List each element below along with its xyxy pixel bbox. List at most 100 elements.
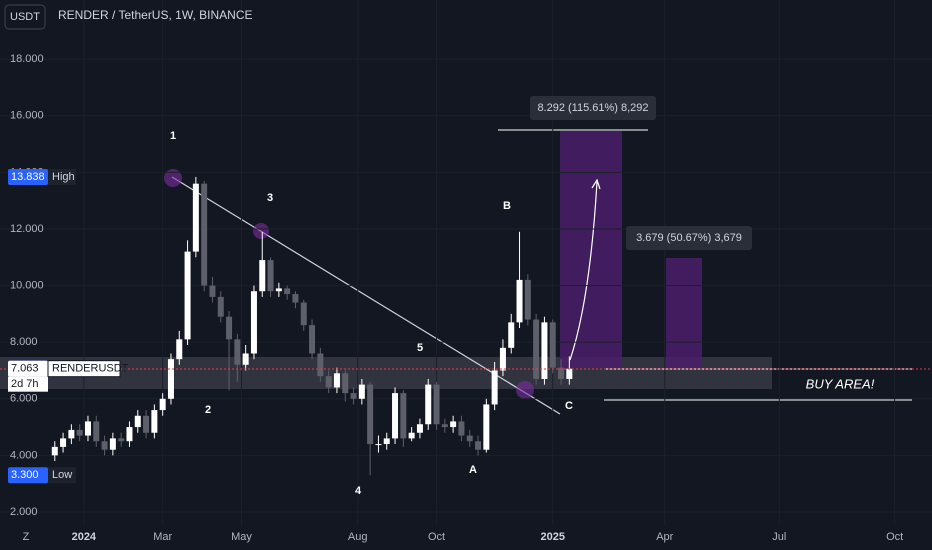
candle-body — [118, 438, 125, 442]
x-tick-label: Jul — [772, 531, 786, 543]
candle-body — [433, 384, 440, 425]
candle-body — [275, 288, 282, 292]
target-box-2 — [666, 258, 702, 367]
candle-body — [516, 279, 523, 323]
price-marker-box — [8, 360, 48, 377]
candle-body — [441, 424, 448, 428]
candle-body — [76, 429, 83, 436]
candle-body — [466, 435, 473, 442]
wave-label: 2 — [205, 404, 211, 416]
pivot-circle — [253, 223, 269, 239]
candle-body — [109, 438, 116, 450]
wave-label: B — [503, 200, 511, 212]
candle-body — [126, 427, 133, 442]
candle-body — [143, 415, 150, 433]
candle-body — [101, 441, 108, 450]
candle-body — [60, 438, 67, 447]
candle-body — [317, 353, 324, 377]
price-marker-value: 7.063 — [11, 363, 39, 375]
pivot-circle — [164, 169, 182, 187]
candle-body — [217, 296, 224, 317]
candle-body — [325, 376, 332, 388]
candle-body — [416, 424, 423, 433]
buy-area-label: BUY AREA! — [806, 376, 875, 391]
candle-body — [425, 384, 432, 425]
y-tick-label: 6.000 — [10, 393, 38, 405]
buy-zone — [0, 357, 772, 389]
candle-body — [483, 404, 490, 450]
candle-body — [176, 339, 183, 360]
candle-body — [250, 291, 257, 354]
currency-button[interactable] — [4, 4, 46, 30]
measure-box — [530, 96, 656, 120]
candle-body — [259, 260, 266, 292]
candle-body — [375, 444, 382, 446]
x-tick-label: 2024 — [72, 531, 97, 543]
price-marker-value: 13.838 — [11, 171, 45, 183]
axis-button[interactable]: Z — [23, 531, 30, 543]
currency-button-label[interactable]: USDT — [10, 11, 40, 23]
candle-body — [234, 339, 241, 365]
price-marker-value: 3.300 — [11, 469, 39, 481]
y-tick-label: 10.000 — [10, 279, 44, 291]
candle-body — [167, 359, 174, 399]
wave-label: A — [469, 464, 477, 476]
x-tick-label: 2025 — [540, 531, 564, 543]
candle-body — [192, 183, 199, 252]
candle-body — [383, 438, 390, 445]
candle-body — [292, 294, 299, 303]
x-tick-label: Oct — [428, 531, 445, 543]
candle-body — [558, 367, 565, 379]
price-marker-box — [8, 467, 48, 484]
candle-body — [524, 279, 531, 320]
candle-body — [342, 373, 349, 394]
x-tick-label: Mar — [153, 531, 172, 543]
candle-body — [475, 441, 482, 450]
candle-body — [84, 421, 91, 436]
chart-title: RENDER / TetherUS, 1W, BINANCE — [58, 8, 253, 22]
candle-body — [350, 393, 357, 399]
candle-body — [408, 432, 415, 439]
measure-box — [626, 226, 752, 250]
candle-body — [284, 288, 291, 295]
price-marker-tag — [48, 467, 76, 484]
candle-body — [533, 319, 540, 379]
wave-label: 1 — [170, 130, 176, 142]
y-tick-label: 4.000 — [10, 449, 38, 461]
candle-body — [508, 322, 515, 348]
candle-body — [201, 183, 208, 286]
y-tick-label: 16.000 — [10, 110, 44, 122]
candle-body — [309, 325, 316, 354]
candle-body — [159, 398, 166, 411]
candle-body — [226, 316, 233, 340]
x-tick-label: May — [231, 531, 252, 543]
price-marker-sub-box — [8, 376, 48, 392]
candle-body — [333, 373, 340, 388]
wave-label: 3 — [267, 192, 273, 204]
price-marker-text: Low — [52, 469, 72, 481]
measure-label: 3.679 (50.67%) 3,679 — [636, 232, 742, 244]
candle-body — [151, 410, 158, 433]
pivot-circle — [516, 381, 534, 399]
price-marker-sub: 2d 7h — [11, 378, 39, 390]
price-marker-tag — [47, 360, 121, 378]
candle-body — [541, 322, 548, 379]
wave-label: C — [565, 400, 573, 412]
candle-body — [209, 285, 216, 297]
wave-label: 5 — [417, 342, 423, 354]
candle-body — [450, 421, 457, 428]
wave-label: 4 — [355, 485, 362, 497]
price-marker-tag — [48, 168, 76, 185]
x-tick-label: Oct — [886, 531, 903, 543]
x-tick-label: Apr — [656, 531, 673, 543]
candle-body — [491, 370, 498, 405]
arrow-head — [591, 178, 601, 190]
candle-body — [458, 421, 465, 436]
candle-body — [499, 347, 506, 371]
y-tick-label: 18.000 — [10, 53, 44, 65]
y-tick-label: 12.000 — [10, 223, 44, 235]
candle-body — [184, 251, 191, 340]
candle-body — [300, 302, 307, 326]
candle-body — [358, 384, 365, 399]
